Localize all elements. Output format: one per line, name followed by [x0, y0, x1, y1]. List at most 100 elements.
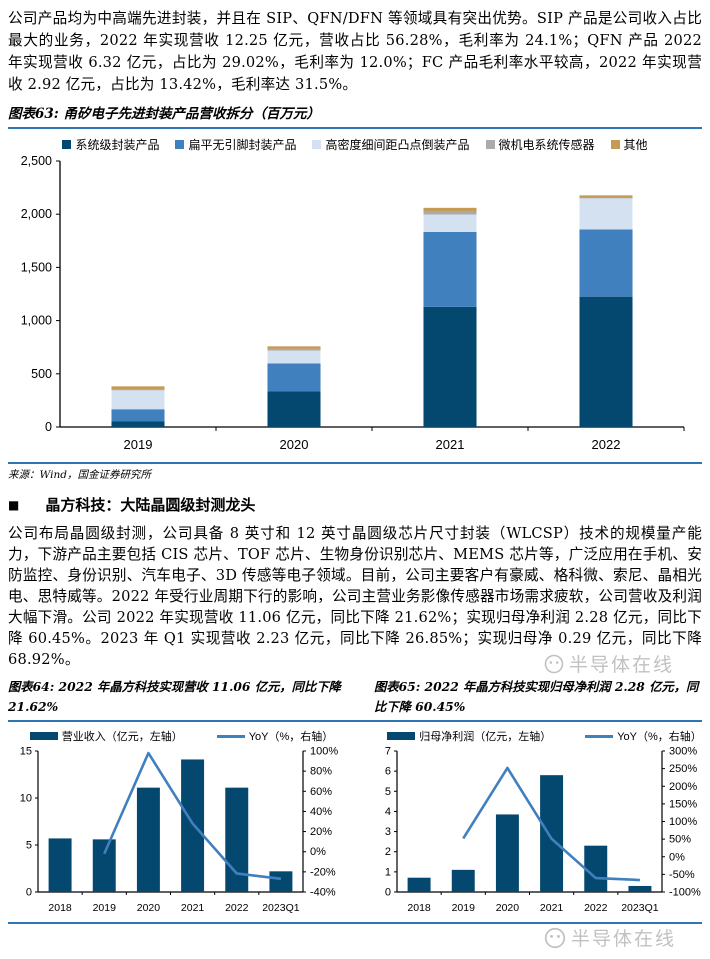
- axis-label: 5: [26, 840, 32, 852]
- axis-label: -50%: [669, 869, 695, 881]
- legend-item: 高密度细间距凸点倒装产品: [312, 136, 470, 153]
- legend-label: YoY（%，右轴）: [248, 731, 334, 743]
- legend-swatch-icon: [29, 732, 58, 740]
- figure63-caption: 图表63: 甬矽电子先进封装产品营收拆分（百万元）: [8, 106, 320, 122]
- bar: [181, 759, 205, 892]
- bar-segment: [267, 350, 321, 364]
- legend-label: 系统级封装产品: [75, 138, 160, 152]
- axis-label: 2022: [584, 902, 608, 914]
- bar-segment: [579, 296, 633, 427]
- bar-segment: [423, 231, 477, 307]
- axis-label: 2019: [452, 902, 476, 914]
- legend-label: 其他: [623, 138, 648, 152]
- legend-item: 微机电系统传感器: [485, 136, 595, 153]
- bar: [495, 814, 519, 892]
- bar: [584, 845, 608, 892]
- bar-segment: [579, 229, 633, 297]
- bar-segment: [579, 197, 633, 199]
- bar-segment: [423, 306, 477, 427]
- figure65-combo-chart: 0 1 2 3 4 5 6 7 -100% -50% 0% 50% 100% 150% 200% 250% 30…: [371, 744, 710, 920]
- legend-swatch-icon: [175, 140, 185, 149]
- axis-label: 40%: [310, 806, 332, 818]
- axis-label: 6: [385, 766, 391, 778]
- axis-label: 2020: [496, 902, 520, 914]
- figure65-chart-column: 归母净利润（亿元，左轴） YoY（%，右轴） 0 1 2 3 4 5 6 7 -100% -50% 0…: [371, 724, 710, 920]
- axis-label: -40%: [310, 887, 336, 899]
- figure63-caption-divider: [8, 127, 702, 129]
- bar-line-plot: 0 5 10 15 -40% -20% 0% 20% 40% 60% 80% 100% 2018 2019…: [20, 746, 339, 915]
- axis-label: 2023Q1: [621, 902, 659, 914]
- bar: [540, 775, 564, 892]
- small-figures-top-divider: [8, 720, 702, 722]
- legend-label: 营业收入（亿元，左轴）: [61, 731, 183, 743]
- section-title: 晶方科技：大陆晶圆级封测龙头: [45, 496, 256, 514]
- bar: [451, 869, 475, 892]
- legend-label: 高密度细间距凸点倒装产品: [325, 138, 470, 152]
- axis-label: -100%: [669, 887, 701, 899]
- axis-label: 300%: [669, 746, 697, 758]
- legend-item: YoY（%，右轴）: [216, 728, 334, 744]
- small-figure-captions: 图表64: 2022 年晶方科技实现营收 11.06 亿元，同比下降 21.62…: [8, 670, 702, 717]
- bar-segment: [423, 214, 477, 232]
- bar: [136, 787, 160, 892]
- legend-label: 归母净利润（亿元，左轴）: [419, 731, 552, 743]
- bar-segment: [111, 390, 165, 410]
- figure64-legend: 营业收入（亿元，左轴） YoY（%，右轴）: [8, 728, 355, 744]
- small-figures-bottom-divider: [8, 922, 702, 924]
- small-figures-row: 营业收入（亿元，左轴） YoY（%，右轴） 0 5 10 15 -40% -20% 0% 20%…: [8, 724, 702, 920]
- bar: [48, 838, 72, 892]
- legend-item: 扁平无引脚封装产品: [175, 136, 296, 153]
- legend-line-swatch-icon: [216, 734, 245, 738]
- bar-segment: [111, 386, 165, 390]
- bar-segment: [111, 409, 165, 422]
- bar: [269, 871, 293, 892]
- legend-swatch-icon: [387, 732, 416, 740]
- legend-item: YoY（%，右轴）: [585, 728, 702, 744]
- axis-label: 2021: [181, 902, 205, 914]
- legend-item: 其他: [610, 136, 648, 153]
- axis-label: 2020: [280, 437, 309, 452]
- axis-label: 500: [31, 367, 52, 381]
- axis-label: 2021: [540, 902, 564, 914]
- square-bullet-icon: ■: [8, 498, 20, 512]
- axis-label: 0: [385, 887, 391, 899]
- figure65-legend: 归母净利润（亿元，左轴） YoY（%，右轴）: [371, 728, 710, 744]
- watermark-text: 半导体在线: [571, 929, 677, 950]
- bar-segment: [267, 348, 321, 351]
- legend-item: 系统级封装产品: [62, 136, 159, 153]
- axis-label: 0%: [669, 851, 685, 863]
- bar-segment: [267, 391, 321, 427]
- axis-label: 60%: [310, 786, 332, 798]
- legend-item: 归母净利润（亿元，左轴）: [387, 728, 551, 744]
- legend-swatch-icon: [312, 140, 322, 149]
- watermark-logo-icon: [544, 927, 566, 948]
- bar: [225, 787, 249, 892]
- axis-label: 1,500: [21, 260, 52, 274]
- axis-label: 2023Q1: [262, 902, 300, 914]
- axis-label: 10: [20, 793, 32, 805]
- legend-label: 微机电系统传感器: [498, 138, 595, 152]
- figure63-legend: 系统级封装产品 扁平无引脚封装产品 高密度细间距凸点倒装产品 微机电系统传感器 其他: [8, 136, 702, 153]
- axis-label: 2018: [48, 902, 72, 914]
- bar: [407, 877, 431, 892]
- axis-label: 150%: [669, 798, 697, 810]
- bar-segment: [267, 363, 321, 392]
- bar: [92, 839, 116, 892]
- figure65-caption: 图表65: 2022 年晶方科技实现归母净利润 2.28 亿元，同比下降 60.…: [374, 679, 699, 714]
- axis-label: 20%: [310, 826, 332, 838]
- axis-label: -20%: [310, 866, 336, 878]
- axis-label: 200%: [669, 781, 697, 793]
- bar-line-plot: 0 1 2 3 4 5 6 7 -100% -50% 0% 50% 100% 150% 200% 250% 30…: [385, 746, 701, 915]
- axis-label: 2021: [436, 437, 465, 452]
- axis-label: 100%: [669, 816, 697, 828]
- figure63-source: 来源：Wind，国金证券研究所: [8, 469, 151, 481]
- bar-segment: [111, 389, 165, 391]
- axis-label: 80%: [310, 766, 332, 778]
- yoy-line: [103, 751, 282, 881]
- legend-label: 扁平无引脚封装产品: [188, 138, 297, 152]
- legend-swatch-icon: [610, 140, 620, 149]
- axis-label: 100%: [310, 746, 338, 758]
- figure64-combo-chart: 0 5 10 15 -40% -20% 0% 20% 40% 60% 80% 100% 2018 2019…: [8, 744, 355, 920]
- axis-label: 2: [385, 846, 391, 858]
